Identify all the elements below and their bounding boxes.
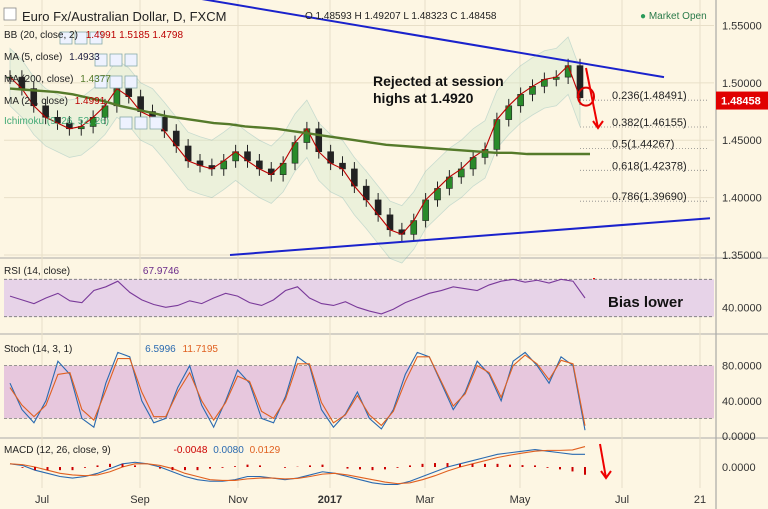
ma5-legend[interactable]: MA (5, close) 1.4933 bbox=[4, 52, 100, 63]
legend-control-button bbox=[119, 116, 133, 130]
ma200-label: MA (200, close) bbox=[4, 74, 74, 85]
legend-control-button bbox=[94, 53, 108, 67]
trendline-lower bbox=[229, 217, 711, 256]
bias-arrow-price bbox=[585, 67, 599, 129]
fib-label: 0.382(1.46155) bbox=[612, 117, 687, 129]
x-tick-label: 21 bbox=[694, 494, 706, 506]
ma200-legend[interactable]: MA (200, close) 1.4377 bbox=[4, 74, 111, 85]
bb-label: BB (20, close, 2) bbox=[4, 30, 78, 41]
price-tick-label: 1.45000 bbox=[722, 135, 762, 147]
legend-control-button bbox=[124, 75, 138, 89]
bias-arrow-price-head bbox=[592, 120, 604, 130]
ma20-legend[interactable]: MA (20, close) 1.4991 bbox=[4, 96, 105, 107]
stoch-k-value: 6.5996 bbox=[145, 344, 176, 355]
bb-legend[interactable]: BB (20, close, 2) 1.4991 1.5185 1.4798 bbox=[4, 30, 183, 41]
stoch-label: Stoch (14, 3, 1) bbox=[4, 344, 73, 355]
legend-control-button bbox=[109, 75, 123, 89]
price-tick-label: 1.55000 bbox=[722, 20, 762, 32]
ma5-label: MA (5, close) bbox=[4, 52, 63, 63]
macd-label: MACD (12, 26, close, 9) bbox=[4, 445, 111, 456]
macd-v2: 0.0080 bbox=[213, 445, 244, 456]
x-tick-label: Jul bbox=[615, 494, 629, 506]
market-status-label: Market Open bbox=[648, 11, 707, 22]
fib-label: 0.786(1.39690) bbox=[612, 191, 687, 203]
stoch-d-value: 11.7195 bbox=[182, 344, 218, 355]
rejected-annotation: Rejected at session highs at 1.4920 bbox=[373, 73, 504, 107]
macd-signal-line bbox=[9, 446, 586, 485]
legend-control-button bbox=[124, 53, 138, 67]
stoch-tick-label: 80.0000 bbox=[722, 361, 762, 373]
stoch-legend[interactable]: Stoch (14, 3, 1) 6.5996 11.7195 bbox=[4, 344, 218, 355]
legend-control-button bbox=[74, 31, 88, 45]
x-tick-label: Mar bbox=[416, 494, 435, 506]
chart-title: Euro Fx/Australian Dollar, D, FXCM bbox=[22, 9, 227, 24]
rejected-line1: Rejected at session bbox=[373, 73, 504, 89]
rsi-legend[interactable]: RSI (14, close) 67.9746 bbox=[4, 266, 179, 277]
legend-control-button bbox=[89, 31, 103, 45]
stoch-d-line bbox=[9, 354, 586, 427]
bb-values: 1.4991 1.5185 1.4798 bbox=[85, 30, 184, 41]
price-tick-label: 1.40000 bbox=[722, 193, 762, 205]
ma20-value: 1.4991 bbox=[74, 96, 106, 107]
bias-arrow-macd bbox=[599, 443, 607, 479]
x-tick-label: 2017 bbox=[318, 494, 342, 506]
x-tick-label: Jul bbox=[35, 494, 49, 506]
market-status: ● Market Open bbox=[640, 11, 707, 22]
macd-v1: -0.0048 bbox=[173, 445, 208, 456]
fib-label: 0.236(1.48491) bbox=[612, 90, 687, 102]
fib-label: 0.5(1.44267) bbox=[612, 139, 674, 151]
legend-control-button bbox=[94, 75, 108, 89]
stoch-tick-label: 40.0000 bbox=[722, 396, 762, 408]
current-price-tag bbox=[716, 91, 768, 110]
ohlc-readout: O 1.48593 H 1.49207 L 1.48323 C 1.48458 bbox=[305, 11, 497, 22]
ma20-line bbox=[9, 64, 581, 235]
rsi-label: RSI (14, close) bbox=[4, 266, 71, 277]
status-dot-icon: ● bbox=[640, 11, 647, 22]
x-tick-label: Sep bbox=[130, 494, 150, 506]
current-price-label: 1.48458 bbox=[721, 96, 761, 108]
ma200-line bbox=[9, 87, 590, 156]
rejection-circle bbox=[577, 86, 595, 107]
x-tick-label: Nov bbox=[228, 494, 248, 506]
collapse-icon bbox=[3, 7, 17, 21]
x-tick-label: May bbox=[510, 494, 531, 506]
rsi-value: 67.9746 bbox=[142, 266, 180, 277]
legend-control-button bbox=[109, 53, 123, 67]
stoch-k-line bbox=[9, 351, 586, 431]
macd-tick-label: 0.0000 bbox=[722, 462, 756, 474]
ma20-label: MA (20, close) bbox=[4, 96, 68, 107]
bias-annotation: Bias lower bbox=[608, 294, 684, 311]
legend-control-button bbox=[149, 116, 163, 130]
macd-legend[interactable]: MACD (12, 26, close, 9) -0.0048 0.0080 0… bbox=[4, 445, 280, 456]
legend-control-button bbox=[134, 116, 148, 130]
stoch-band bbox=[4, 365, 714, 419]
bias-arrow-macd-head bbox=[600, 470, 612, 480]
trendline-upper bbox=[201, 0, 665, 79]
ichimoku-legend[interactable]: Ichimoku (9, 26, 52, 26) bbox=[4, 116, 110, 127]
fib-label: 0.618(1.42378) bbox=[612, 160, 687, 172]
ma5-value: 1.4933 bbox=[69, 52, 100, 63]
rejected-line2: highs at 1.4920 bbox=[373, 90, 474, 106]
rsi-line bbox=[9, 278, 586, 315]
price-tick-label: 1.35000 bbox=[722, 250, 762, 262]
legend-control-button bbox=[59, 31, 73, 45]
candle-body bbox=[576, 65, 584, 99]
stoch-tick-label: 0.0000 bbox=[722, 431, 756, 443]
price-tick-label: 1.50000 bbox=[722, 78, 762, 90]
macd-v3: 0.0129 bbox=[249, 445, 281, 456]
ma200-value: 1.4377 bbox=[80, 74, 111, 85]
rsi-tick-label: 40.0000 bbox=[722, 302, 762, 314]
